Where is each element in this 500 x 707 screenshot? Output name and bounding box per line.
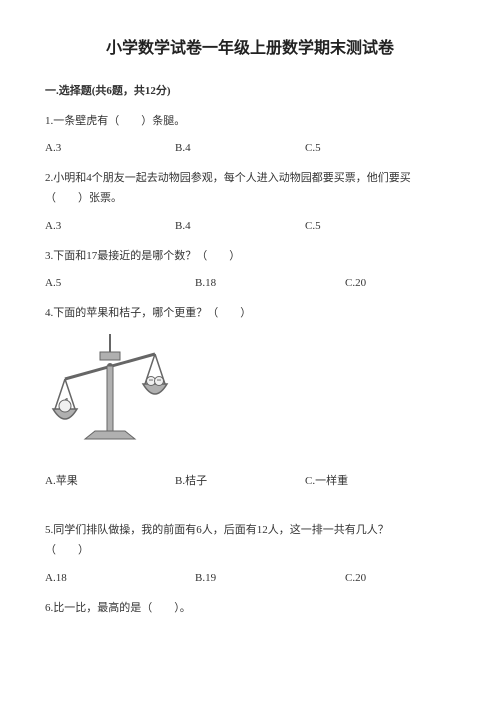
question-1-options: A.3 B.4 C.5	[45, 139, 455, 159]
q2-option-a: A.3	[45, 217, 175, 237]
q4-option-c: C.一样重	[305, 472, 435, 492]
q3-option-a: A.5	[45, 274, 195, 294]
question-1: 1.一条壁虎有（ ）条腿。	[45, 112, 455, 132]
question-2: 2.小明和4个朋友一起去动物园参观，每个人进入动物园都要买票，他们要买 （ ）张…	[45, 169, 455, 209]
q1-option-a: A.3	[45, 139, 175, 159]
question-3-options: A.5 B.18 C.20	[45, 274, 455, 294]
q1-option-b: B.4	[175, 139, 305, 159]
question-4-options: A.苹果 B.桔子 C.一样重	[45, 472, 455, 492]
q4-option-a: A.苹果	[45, 472, 175, 492]
balance-image	[45, 334, 455, 452]
question-4: 4.下面的苹果和桔子，哪个更重？（ ）	[45, 304, 455, 324]
q3-option-b: B.18	[195, 274, 345, 294]
q5-option-a: A.18	[45, 569, 195, 589]
q3-option-c: C.20	[345, 274, 445, 294]
question-5-options: A.18 B.19 C.20	[45, 569, 455, 589]
q2-option-b: B.4	[175, 217, 305, 237]
question-2-options: A.3 B.4 C.5	[45, 217, 455, 237]
q2-line2: （ ）张票。	[45, 189, 455, 209]
q5-option-b: B.19	[195, 569, 345, 589]
q2-option-c: C.5	[305, 217, 435, 237]
exam-page: 小学数学试卷一年级上册数学期末测试卷 一.选择题(共6题，共12分) 1.一条壁…	[0, 0, 500, 647]
q5-line2: （ ）	[45, 541, 455, 561]
section-header: 一.选择题(共6题，共12分)	[45, 82, 455, 102]
question-3: 3.下面和17最接近的是哪个数？（ ）	[45, 247, 455, 267]
page-title: 小学数学试卷一年级上册数学期末测试卷	[45, 35, 455, 64]
question-6: 6.比一比，最高的是（ ）。	[45, 599, 455, 619]
q2-line1: 2.小明和4个朋友一起去动物园参观，每个人进入动物园都要买票，他们要买	[45, 169, 455, 189]
q5-option-c: C.20	[345, 569, 445, 589]
q5-line1: 5.同学们排队做操，我的前面有6人，后面有12人，这一排一共有几人？	[45, 521, 455, 541]
q4-option-b: B.桔子	[175, 472, 305, 492]
q1-option-c: C.5	[305, 139, 435, 159]
question-5: 5.同学们排队做操，我的前面有6人，后面有12人，这一排一共有几人？ （ ）	[45, 521, 455, 561]
